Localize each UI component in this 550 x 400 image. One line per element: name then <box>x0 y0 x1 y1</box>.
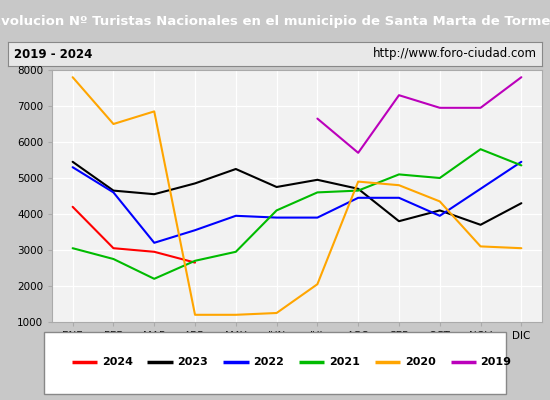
2022 <box>314 215 321 220</box>
2021 <box>355 188 361 193</box>
2021 <box>314 190 321 195</box>
Text: Evolucion Nº Turistas Nacionales en el municipio de Santa Marta de Tormes: Evolucion Nº Turistas Nacionales en el m… <box>0 14 550 28</box>
2023 <box>69 159 76 164</box>
2020 <box>314 282 321 286</box>
2022 <box>151 240 157 245</box>
2020 <box>437 199 443 204</box>
Text: http://www.foro-ciudad.com: http://www.foro-ciudad.com <box>372 48 536 60</box>
2022 <box>69 165 76 170</box>
2020 <box>233 312 239 317</box>
2023 <box>477 222 484 227</box>
Text: 2021: 2021 <box>329 357 360 367</box>
2021 <box>477 147 484 152</box>
2024 <box>192 260 199 265</box>
Line: 2023: 2023 <box>73 162 521 225</box>
2021 <box>110 257 117 262</box>
2020 <box>110 122 117 126</box>
2021 <box>192 258 199 263</box>
2023 <box>151 192 157 196</box>
2021 <box>518 163 525 168</box>
Text: 2024: 2024 <box>102 357 133 367</box>
Line: 2020: 2020 <box>73 77 521 315</box>
2024 <box>69 204 76 209</box>
2023 <box>355 186 361 191</box>
2023 <box>110 188 117 193</box>
2020 <box>518 246 525 250</box>
Line: 2021: 2021 <box>73 149 521 279</box>
2023 <box>518 201 525 206</box>
Text: 2019 - 2024: 2019 - 2024 <box>14 48 92 60</box>
2020 <box>69 75 76 80</box>
2022 <box>110 190 117 195</box>
2021 <box>437 176 443 180</box>
FancyBboxPatch shape <box>44 332 506 394</box>
2022 <box>233 213 239 218</box>
2022 <box>355 195 361 200</box>
2023 <box>437 208 443 213</box>
2024 <box>151 250 157 254</box>
2022 <box>395 195 402 200</box>
2022 <box>477 186 484 191</box>
Text: 2023: 2023 <box>178 357 208 367</box>
2023 <box>395 219 402 224</box>
2022 <box>273 215 280 220</box>
2023 <box>273 184 280 189</box>
2022 <box>192 228 199 232</box>
2022 <box>518 159 525 164</box>
2023 <box>233 166 239 171</box>
2020 <box>477 244 484 249</box>
2021 <box>273 208 280 213</box>
2020 <box>395 183 402 188</box>
2023 <box>192 181 199 186</box>
2021 <box>151 276 157 281</box>
2020 <box>151 109 157 114</box>
2020 <box>273 310 280 315</box>
Text: 2020: 2020 <box>405 357 436 367</box>
Text: 2022: 2022 <box>254 357 284 367</box>
2020 <box>355 179 361 184</box>
2024 <box>110 246 117 250</box>
2023 <box>314 177 321 182</box>
Line: 2022: 2022 <box>73 162 521 243</box>
2021 <box>233 250 239 254</box>
Text: 2019: 2019 <box>481 357 512 367</box>
2021 <box>395 172 402 177</box>
Line: 2024: 2024 <box>73 207 195 262</box>
2020 <box>192 312 199 317</box>
2022 <box>437 213 443 218</box>
2021 <box>69 246 76 250</box>
